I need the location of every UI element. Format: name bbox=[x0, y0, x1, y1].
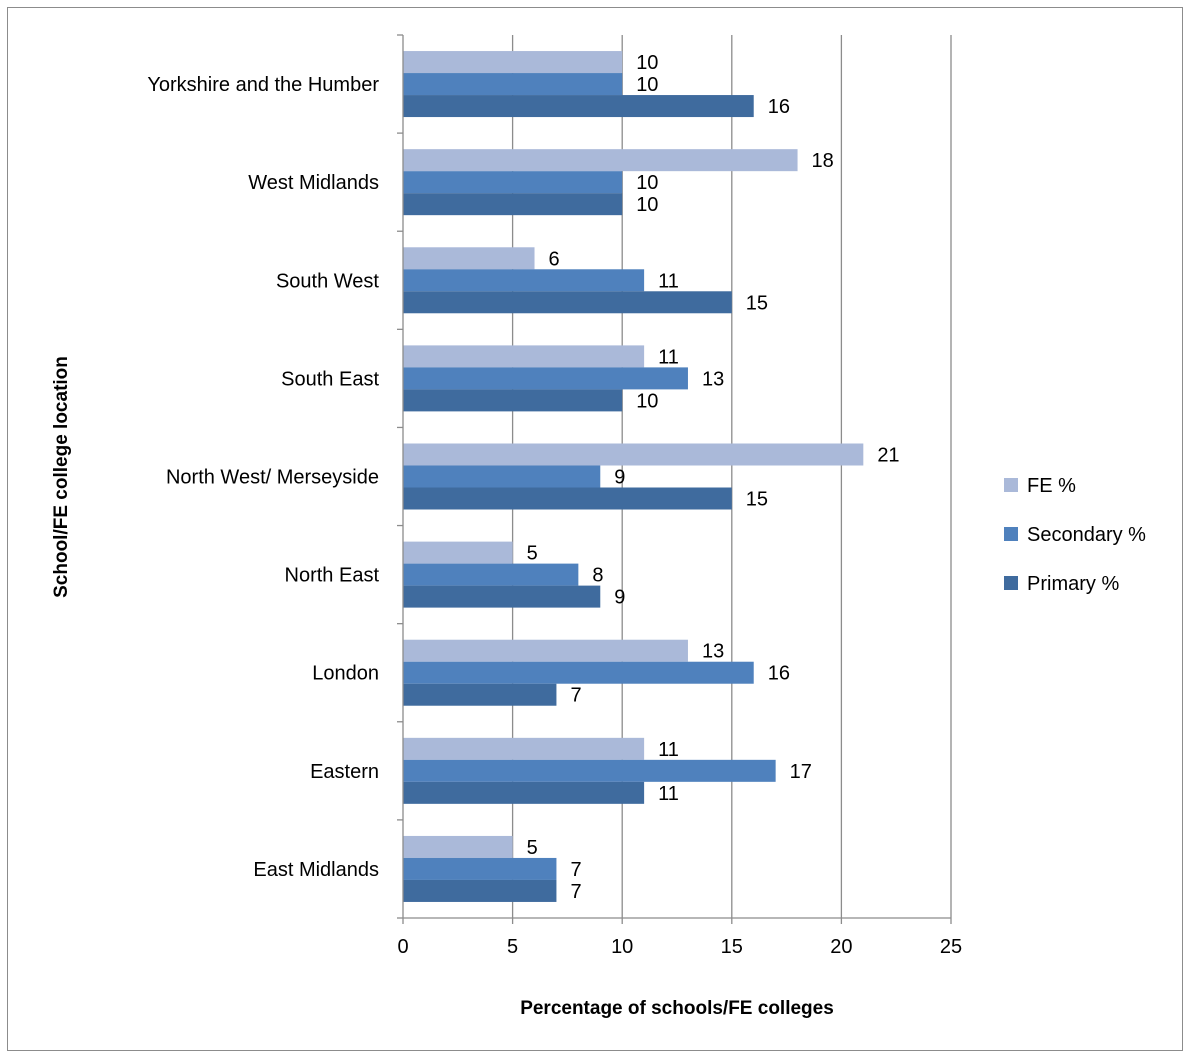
legend-label: Primary % bbox=[1027, 573, 1119, 595]
data-label: 10 bbox=[636, 194, 658, 216]
y-tick-label: South East bbox=[281, 368, 379, 390]
bar bbox=[403, 443, 864, 466]
data-label: 18 bbox=[812, 150, 834, 172]
legend-swatch bbox=[1004, 527, 1018, 541]
y-tick-label: East Midlands bbox=[253, 859, 379, 881]
bar bbox=[403, 465, 601, 488]
bars bbox=[403, 51, 864, 902]
x-tick-label: 5 bbox=[507, 936, 518, 958]
data-label: 10 bbox=[636, 52, 658, 74]
bar bbox=[403, 389, 623, 412]
data-label: 21 bbox=[877, 445, 899, 467]
bar bbox=[403, 345, 645, 368]
data-label: 11 bbox=[658, 270, 679, 292]
data-label: 9 bbox=[614, 467, 625, 489]
data-label: 11 bbox=[658, 346, 679, 368]
y-tick-label: North East bbox=[285, 565, 380, 587]
data-label: 6 bbox=[549, 248, 560, 270]
bar bbox=[403, 661, 754, 684]
bar bbox=[403, 51, 623, 74]
bar bbox=[403, 193, 623, 216]
bar bbox=[403, 541, 513, 564]
bar bbox=[403, 759, 776, 782]
x-tick-label: 25 bbox=[940, 936, 962, 958]
legend-swatch bbox=[1004, 576, 1018, 590]
bar bbox=[403, 247, 535, 270]
data-label: 10 bbox=[636, 390, 658, 412]
bar bbox=[403, 73, 623, 96]
data-label: 7 bbox=[570, 859, 581, 881]
data-label: 8 bbox=[592, 565, 603, 587]
bar bbox=[403, 683, 557, 706]
bar bbox=[403, 149, 798, 172]
y-tick-label: Eastern bbox=[310, 761, 379, 783]
bar bbox=[403, 95, 754, 118]
bar bbox=[403, 367, 688, 390]
legend-label: FE % bbox=[1027, 475, 1076, 497]
data-label: 17 bbox=[790, 761, 812, 783]
legend-label: Secondary % bbox=[1027, 524, 1146, 546]
y-axis-title: School/FE college location bbox=[51, 356, 72, 598]
bar bbox=[403, 835, 513, 858]
axes bbox=[397, 34, 952, 924]
y-tick-label: West Midlands bbox=[248, 172, 379, 194]
data-label: 9 bbox=[614, 587, 625, 609]
legend: FE % Secondary % Primary % bbox=[1004, 475, 1146, 595]
data-label: 5 bbox=[527, 837, 538, 859]
data-label: 11 bbox=[658, 783, 679, 805]
bar bbox=[403, 781, 645, 804]
x-axis-title: Percentage of schools/FE colleges bbox=[520, 998, 834, 1019]
data-label: 15 bbox=[746, 292, 768, 314]
data-label: 11 bbox=[658, 739, 679, 761]
bar bbox=[403, 487, 732, 510]
bar bbox=[403, 639, 688, 662]
bar bbox=[403, 857, 557, 880]
bar bbox=[403, 585, 601, 608]
x-tick-label: 20 bbox=[830, 936, 852, 958]
y-tick-label: North West/ Merseyside bbox=[166, 467, 379, 489]
data-label: 13 bbox=[702, 368, 724, 390]
data-label: 13 bbox=[702, 641, 724, 663]
bar bbox=[403, 737, 645, 760]
data-label: 5 bbox=[527, 543, 538, 565]
y-tick-label: South West bbox=[276, 270, 379, 292]
data-label: 10 bbox=[636, 172, 658, 194]
y-tick-label: Yorkshire and the Humber bbox=[147, 74, 379, 96]
data-label: 7 bbox=[570, 881, 581, 903]
bar bbox=[403, 291, 732, 314]
data-label: 15 bbox=[746, 489, 768, 511]
bar bbox=[403, 269, 645, 292]
bar bbox=[403, 563, 579, 586]
bar bbox=[403, 171, 623, 194]
x-tick-label: 15 bbox=[721, 936, 743, 958]
data-labels: 5771117111316758921915111310611151810101… bbox=[527, 52, 900, 903]
x-tick-label: 0 bbox=[397, 936, 408, 958]
x-tick-label: 10 bbox=[611, 936, 633, 958]
data-label: 10 bbox=[636, 74, 658, 96]
data-label: 7 bbox=[570, 685, 581, 707]
data-label: 16 bbox=[768, 96, 790, 118]
data-label: 16 bbox=[768, 663, 790, 685]
legend-swatch bbox=[1004, 478, 1018, 492]
y-tick-label: London bbox=[312, 663, 379, 685]
tick-labels: 0 5 10 15 20 25 East Midlands Eastern London Nort… bbox=[147, 74, 962, 958]
bar bbox=[403, 879, 557, 902]
